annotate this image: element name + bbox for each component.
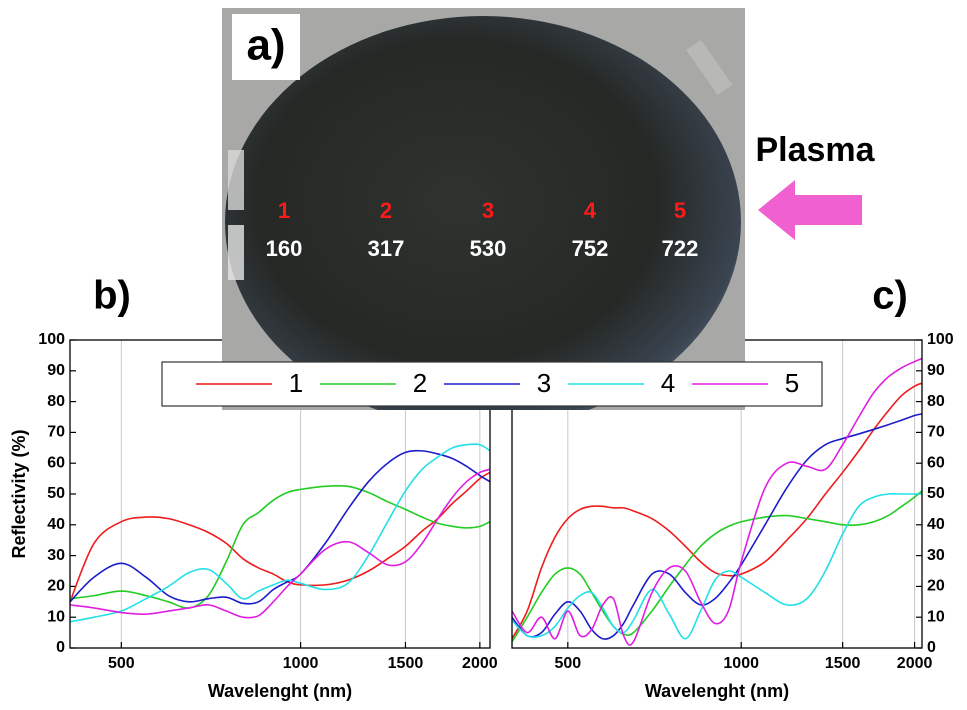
y-tick-label: 40 xyxy=(927,516,945,533)
y-tick-label: 30 xyxy=(47,547,65,564)
sample-thickness: 722 xyxy=(662,236,699,261)
y-tick-label: 100 xyxy=(927,331,954,348)
panel-label-box xyxy=(232,14,300,80)
sample-number: 4 xyxy=(584,198,597,223)
y-tick-label: 80 xyxy=(47,393,65,410)
legend-label: 5 xyxy=(785,368,799,398)
series-line xyxy=(511,490,923,643)
series-line xyxy=(69,484,491,609)
legend-label: 1 xyxy=(289,368,303,398)
sample-number: 2 xyxy=(380,198,392,223)
sample-number: 1 xyxy=(278,198,290,223)
panel-label: a) xyxy=(246,21,285,70)
y-axis-title: Reflectivity (%) xyxy=(9,429,29,558)
y-tick-label: 30 xyxy=(927,547,945,564)
y-tick-label: 40 xyxy=(47,516,65,533)
x-tick-label: 2000 xyxy=(462,655,498,672)
photo: a) Plasma 1 160 2 317 3 530 4 752 5 722 xyxy=(222,8,876,410)
series-line xyxy=(69,468,491,619)
series-line xyxy=(511,492,922,640)
series-line xyxy=(511,413,923,640)
y-tick-label: 80 xyxy=(927,393,945,410)
sample-number: 3 xyxy=(482,198,494,223)
x-axis-title: Wavelenght (nm) xyxy=(645,681,789,701)
sample-thickness: 160 xyxy=(266,236,303,261)
x-tick-label: 1500 xyxy=(825,655,861,672)
series-line xyxy=(511,382,923,640)
series-line xyxy=(69,449,491,605)
sample-thickness: 752 xyxy=(572,236,609,261)
y-tick-label: 90 xyxy=(47,362,65,379)
y-tick-label: 50 xyxy=(927,485,945,502)
y-tick-label: 50 xyxy=(47,485,65,502)
x-tick-label: 1500 xyxy=(388,655,424,672)
y-tick-label: 90 xyxy=(927,362,945,379)
legend-label: 2 xyxy=(413,368,427,398)
y-tick-label: 10 xyxy=(927,608,945,625)
x-tick-label: 1000 xyxy=(283,655,319,672)
y-tick-label: 0 xyxy=(56,639,65,656)
series-line xyxy=(511,357,923,646)
y-tick-label: 20 xyxy=(927,578,945,595)
y-tick-label: 20 xyxy=(47,578,65,595)
wafer-notch xyxy=(228,150,244,210)
legend: 1 2 3 4 5 xyxy=(161,361,823,407)
legend-label: 4 xyxy=(661,368,675,398)
y-tick-label: 60 xyxy=(47,454,65,471)
y-tick-label: 60 xyxy=(927,454,945,471)
legend-label: 3 xyxy=(537,368,551,398)
panel-label: c) xyxy=(872,274,908,318)
sample-number: 5 xyxy=(674,198,686,223)
wafer xyxy=(225,16,741,410)
y-tick-label: 100 xyxy=(38,331,65,348)
x-tick-label: 1000 xyxy=(723,655,759,672)
sample-thickness: 530 xyxy=(470,236,507,261)
x-axis-title: Wavelenght (nm) xyxy=(208,681,352,701)
wafer-notch xyxy=(686,39,733,96)
x-tick-label: 500 xyxy=(108,655,135,672)
arrow-label: Plasma xyxy=(755,131,875,169)
panel-label: b) xyxy=(93,274,131,318)
y-tick-label: 0 xyxy=(927,639,936,656)
y-tick-label: 70 xyxy=(47,424,65,441)
x-tick-label: 500 xyxy=(554,655,581,672)
plasma-arrow xyxy=(758,180,862,240)
wafer-disc xyxy=(225,16,741,410)
wafer-notch xyxy=(228,225,244,280)
x-tick-label: 2000 xyxy=(897,655,933,672)
sample-thickness: 317 xyxy=(368,236,405,261)
y-tick-label: 70 xyxy=(927,424,945,441)
y-tick-label: 10 xyxy=(47,608,65,625)
